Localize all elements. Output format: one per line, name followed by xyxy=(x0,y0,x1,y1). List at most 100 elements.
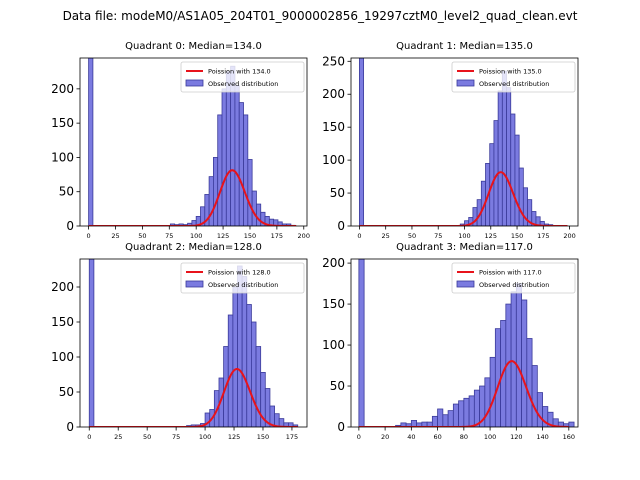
x-tick-label: 0 xyxy=(87,433,91,441)
x-tick-label: 75 xyxy=(434,232,442,240)
legend-label-observed: Observed distribution xyxy=(208,80,278,88)
histogram-bar xyxy=(494,328,501,427)
histogram-bar xyxy=(234,85,240,226)
x-tick-label: 175 xyxy=(271,232,283,240)
x-tick-label: 40 xyxy=(407,433,415,441)
y-tick-label: 200 xyxy=(51,82,74,96)
y-tick-label: 150 xyxy=(322,120,345,134)
x-tick-label: 200 xyxy=(563,232,575,240)
histogram-bar xyxy=(208,176,214,226)
x-tick-label: 125 xyxy=(217,232,229,240)
legend-label-fit: Poission with 117.0 xyxy=(479,269,542,277)
y-tick-label: 50 xyxy=(330,379,345,393)
y-tick-label: 100 xyxy=(322,153,345,167)
y-tick-label: 100 xyxy=(322,338,345,352)
panel-title: Quadrant 0: Median=134.0 xyxy=(125,41,262,52)
histogram-bar xyxy=(238,102,244,226)
histogram-bar xyxy=(510,113,516,226)
y-tick-label: 200 xyxy=(322,87,345,101)
legend-label-fit: Poission with 134.0 xyxy=(208,68,271,76)
y-tick-label: 50 xyxy=(59,385,74,399)
x-tick-label: 100 xyxy=(484,433,496,441)
x-tick-label: 120 xyxy=(510,433,522,441)
figure-suptitle: Data file: modeM0/AS1A05_204T01_90000028… xyxy=(63,9,578,23)
legend-label-observed: Observed distribution xyxy=(479,281,549,289)
histogram-bar xyxy=(473,389,480,427)
chart-panel-2: 0 50 100 150 200 0 25 50 75 100 125 150 175 Quadrant … xyxy=(51,242,308,441)
x-tick-label: 125 xyxy=(228,433,240,441)
histogram-bar xyxy=(213,157,219,226)
x-tick-label: 100 xyxy=(199,433,211,441)
legend-box xyxy=(451,61,576,93)
x-tick-label: 75 xyxy=(165,232,173,240)
x-tick-label: 0 xyxy=(357,433,361,441)
x-tick-label: 140 xyxy=(536,433,548,441)
y-tick-label: 0 xyxy=(337,420,345,434)
y-tick-label: 200 xyxy=(51,280,74,294)
y-tick-label: 100 xyxy=(51,150,74,164)
x-tick-label: 80 xyxy=(460,433,468,441)
histogram-bar xyxy=(447,410,454,427)
legend-label-observed: Observed distribution xyxy=(479,80,549,88)
histogram-bar xyxy=(458,400,465,427)
legend-box xyxy=(180,61,305,93)
histogram-bar xyxy=(232,286,238,427)
panel-title: Quadrant 1: Median=135.0 xyxy=(396,41,533,52)
histogram-bar xyxy=(568,421,575,427)
y-tick-label: 150 xyxy=(51,315,74,329)
histogram-bar xyxy=(221,88,227,226)
y-tick-label: 0 xyxy=(337,219,345,233)
histogram-bar xyxy=(510,291,517,427)
legend-label-observed: Observed distribution xyxy=(208,281,278,289)
chart-panel-3: 0 50 100 150 200 0 20 40 60 80 100 120 140 160 Quadran… xyxy=(322,242,579,441)
histogram-bar xyxy=(506,87,512,226)
histogram-bar xyxy=(468,395,475,427)
x-tick-label: 150 xyxy=(244,232,256,240)
x-tick-label: 0 xyxy=(87,232,91,240)
histogram-bar xyxy=(243,114,249,226)
histogram-bar xyxy=(251,190,257,226)
chart-panel-0: 0 50 100 150 200 0 25 50 75 100 125 150 175 200 Quadra… xyxy=(51,41,310,240)
histogram-bar xyxy=(88,58,94,226)
histogram-bar xyxy=(358,259,365,427)
legend-bar-swatch xyxy=(456,79,475,87)
y-tick-label: 50 xyxy=(330,186,345,200)
chart-panel-1: 0 50 100 150 200 250 0 25 50 75 100 125 150 175 200 Qua… xyxy=(322,41,579,240)
plot-area xyxy=(358,259,575,427)
histogram-bar xyxy=(501,70,507,226)
y-tick-label: 100 xyxy=(51,350,74,364)
y-tick-label: 50 xyxy=(59,185,74,199)
histogram-bar xyxy=(225,71,232,226)
histogram-bar xyxy=(518,167,524,226)
x-tick-label: 160 xyxy=(563,433,575,441)
histogram-bar xyxy=(256,203,262,226)
histogram-bar xyxy=(247,159,253,226)
histogram-bar xyxy=(484,377,491,427)
histogram-bar xyxy=(452,403,459,427)
x-tick-label: 150 xyxy=(257,433,269,441)
x-tick-label: 20 xyxy=(381,433,389,441)
y-tick-label: 200 xyxy=(322,256,345,270)
histogram-bar xyxy=(359,58,365,226)
histogram-bar xyxy=(463,397,470,427)
legend-box xyxy=(180,262,305,294)
axes-frame xyxy=(79,57,308,227)
x-tick-label: 25 xyxy=(114,433,122,441)
histogram-bar xyxy=(88,259,95,427)
legend-bar-swatch xyxy=(185,280,204,288)
x-tick-label: 25 xyxy=(111,232,119,240)
histogram-bar xyxy=(241,276,248,427)
x-tick-label: 100 xyxy=(190,232,202,240)
legend-box xyxy=(451,262,576,294)
y-tick-label: 0 xyxy=(66,420,74,434)
y-tick-label: 150 xyxy=(322,297,345,311)
histogram-bar xyxy=(251,321,257,427)
histogram-bar xyxy=(442,414,449,427)
histogram-bar xyxy=(531,365,538,427)
y-tick-label: 150 xyxy=(51,116,74,130)
panel-title: Quadrant 2: Median=128.0 xyxy=(125,242,262,253)
x-tick-label: 60 xyxy=(433,433,441,441)
x-tick-label: 150 xyxy=(511,232,523,240)
legend-label-fit: Poission with 128.0 xyxy=(208,269,271,277)
